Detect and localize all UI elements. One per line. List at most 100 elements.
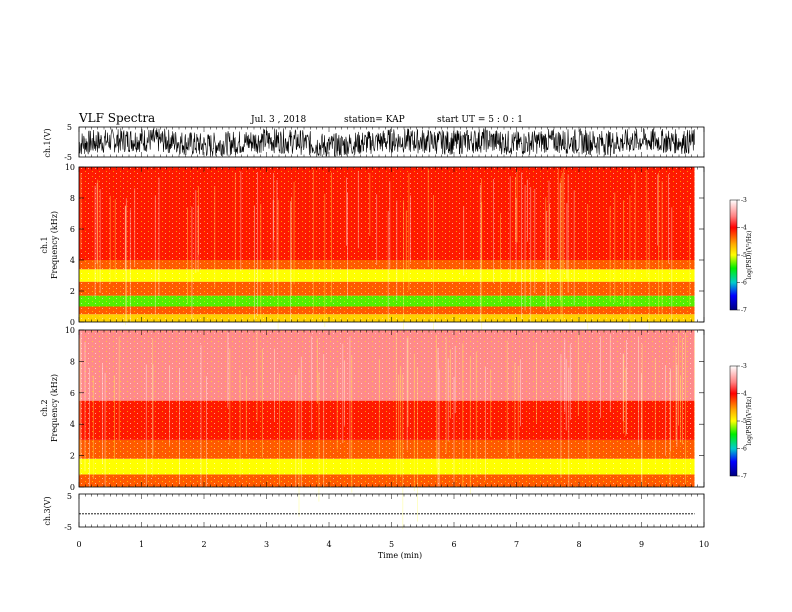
spectrogram-streak bbox=[109, 195, 111, 285]
spectrogram-streak bbox=[654, 358, 656, 465]
spectrogram-streak bbox=[405, 210, 407, 273]
ch1-ytick-bottom: -5 bbox=[64, 153, 72, 162]
spectrogram-ytick-label: 6 bbox=[70, 225, 75, 234]
spectrogram-streak bbox=[427, 167, 429, 267]
spectrogram-streak bbox=[291, 196, 292, 296]
colorbar-tick-label: -7 bbox=[741, 473, 747, 480]
spectrogram-streak bbox=[410, 195, 411, 263]
spectrogram-streak bbox=[376, 194, 378, 266]
spectrogram-streak bbox=[462, 343, 464, 489]
colorbar-tick-label: -6 bbox=[741, 280, 747, 287]
spectrogram-streak bbox=[485, 366, 486, 481]
spectrogram-streak bbox=[378, 359, 380, 455]
spectrogram-streak bbox=[197, 205, 199, 272]
x-tick-label: 4 bbox=[326, 540, 331, 549]
spectrogram-streak bbox=[396, 200, 398, 301]
spectrogram-streak bbox=[400, 366, 402, 476]
spectrogram-streak bbox=[668, 174, 669, 264]
spectrogram-streak bbox=[569, 343, 571, 420]
spectrogram-streak bbox=[80, 173, 82, 250]
spectrogram-streak bbox=[124, 206, 126, 271]
spectrogram-band-texture bbox=[79, 295, 695, 307]
spectrogram-streak bbox=[563, 169, 565, 275]
spectrogram-streak bbox=[545, 210, 547, 310]
spectrogram-streak bbox=[229, 348, 231, 446]
spectrogram-streak bbox=[665, 365, 666, 456]
spectrogram-streak bbox=[234, 172, 236, 307]
spectrogram-streak bbox=[97, 179, 99, 284]
spectrogram-streak bbox=[622, 353, 624, 422]
spectrogram-streak bbox=[104, 372, 106, 530]
colorbar-ch2-label: log(PSD)(V²/Hz) bbox=[746, 397, 753, 446]
spectrogram-streak bbox=[295, 374, 297, 516]
spectrogram-streak bbox=[324, 193, 326, 328]
spectrogram-streak bbox=[520, 359, 521, 427]
spectrogram-band-texture bbox=[79, 167, 695, 245]
spectrogram-streak bbox=[398, 374, 400, 460]
spectrogram-streak bbox=[600, 336, 601, 418]
spectrogram-streak bbox=[481, 178, 482, 280]
spectrogram-streak bbox=[239, 369, 241, 478]
spectrogram-band-texture bbox=[79, 269, 695, 282]
spectrogram-streak bbox=[573, 190, 575, 306]
spectrogram-streak bbox=[346, 177, 347, 246]
spectrogram-streak bbox=[475, 351, 477, 478]
spectrogram-streak bbox=[125, 198, 127, 353]
ch1-ylabel: ch.1(V) bbox=[43, 128, 52, 157]
spectrogram-streak bbox=[515, 197, 517, 283]
spectrogram-streak bbox=[169, 365, 170, 446]
spectrogram-streak bbox=[682, 338, 683, 445]
spectrogram-streak bbox=[300, 356, 302, 498]
spectrogram-streak bbox=[534, 188, 536, 294]
spectrogram-streak bbox=[559, 183, 561, 301]
x-tick-label: 7 bbox=[514, 540, 519, 549]
spectrogram-blank bbox=[694, 330, 704, 487]
spectrogram-streak bbox=[658, 172, 659, 316]
spectrogram-streak bbox=[347, 192, 348, 298]
spectrogram-streak bbox=[433, 194, 434, 338]
spectrogram-streak bbox=[678, 333, 679, 426]
spectrogram-streak bbox=[685, 331, 686, 485]
spectrogram-streak bbox=[680, 375, 681, 443]
spectrogram-streak bbox=[641, 373, 642, 486]
spectrogram-streak bbox=[625, 367, 627, 436]
spectrogram-streak bbox=[406, 338, 408, 451]
spectrogram-streak bbox=[389, 181, 391, 268]
spectrogram-streak bbox=[198, 186, 199, 255]
spectrogram-streak bbox=[240, 171, 242, 272]
colorbar-tick-label: -5 bbox=[741, 418, 747, 425]
spectrogram-streak bbox=[524, 184, 526, 311]
spectrogram-streak bbox=[566, 203, 568, 279]
spectrogram-ytick-label: 4 bbox=[70, 420, 75, 429]
spectrogram-ytick-label: 2 bbox=[70, 452, 75, 461]
spectrogram-streak bbox=[125, 205, 126, 326]
waveform-ch3-panel: 5 -5 ch.3(V) bbox=[43, 492, 705, 532]
spectrogram-streak bbox=[317, 337, 318, 404]
x-axis-label: Time (min) bbox=[378, 551, 422, 560]
spectrogram-streak bbox=[274, 348, 275, 422]
spectrogram-streak bbox=[661, 181, 663, 315]
spectrogram-streak bbox=[298, 367, 300, 517]
spectrogram-streak bbox=[260, 203, 262, 325]
spectrogram-streak bbox=[445, 336, 447, 454]
waveform-ch1-trace bbox=[78, 127, 695, 158]
spectrogram-streak bbox=[500, 213, 501, 302]
spectrogram-streak bbox=[408, 172, 410, 291]
spectrogram-streak bbox=[403, 200, 404, 344]
spectrogram-streak bbox=[517, 366, 519, 453]
spectrogram-streak bbox=[506, 340, 508, 456]
ch3-ytick-top: 5 bbox=[67, 492, 72, 501]
spectrogram-streak bbox=[92, 375, 94, 480]
spectrogram-streak bbox=[277, 199, 279, 339]
spectrogram-streak bbox=[623, 200, 624, 305]
spectrogram-ytick-label: 0 bbox=[70, 318, 75, 327]
spectrogram-streak bbox=[463, 205, 465, 276]
x-axis: 0 1 2 3 4 5 6 7 8 9 10 bbox=[76, 127, 709, 549]
colorbar-tick-label: -3 bbox=[741, 197, 747, 204]
spectrogram-band-texture bbox=[79, 244, 695, 260]
spectrogram-streak bbox=[129, 209, 131, 360]
spectrogram-streak bbox=[614, 192, 616, 303]
spectrogram-streak bbox=[437, 347, 439, 498]
